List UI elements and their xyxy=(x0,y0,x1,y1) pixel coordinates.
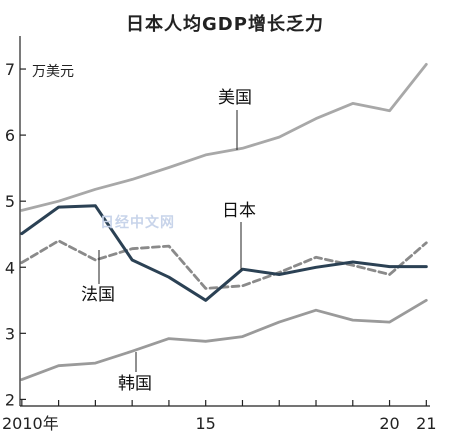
series-layer xyxy=(20,63,428,382)
y-tick-label: 6 xyxy=(5,126,15,145)
chart-axes: 2 3 4 5 6 7 2010年 15 20 21 xyxy=(2,36,437,433)
y-tick-label: 2 xyxy=(5,390,15,409)
chart-title: 日本人均GDP增长乏力 xyxy=(126,14,324,35)
series-label-usa: 美国 xyxy=(218,88,252,108)
watermark-text: 日经中文网 xyxy=(100,214,175,231)
series-label-france: 法国 xyxy=(81,285,115,305)
x-tick-label: 21 xyxy=(416,414,436,433)
y-tick-label: 7 xyxy=(5,60,15,79)
series-label-korea: 韩国 xyxy=(118,374,152,394)
x-tick-label: 15 xyxy=(196,414,216,433)
y-unit-label: 万美元 xyxy=(32,64,74,80)
series-line-japan xyxy=(20,204,428,302)
x-tick-label: 2010年 xyxy=(2,414,59,433)
y-tick-label: 5 xyxy=(5,192,15,211)
y-tick-label: 3 xyxy=(5,324,15,343)
y-tick-label: 4 xyxy=(5,258,15,277)
series-line-france xyxy=(20,239,428,290)
series-label-japan: 日本 xyxy=(222,201,256,221)
series-line-usa xyxy=(20,63,428,212)
x-tick-label: 20 xyxy=(379,414,399,433)
series-line-korea xyxy=(20,298,428,382)
